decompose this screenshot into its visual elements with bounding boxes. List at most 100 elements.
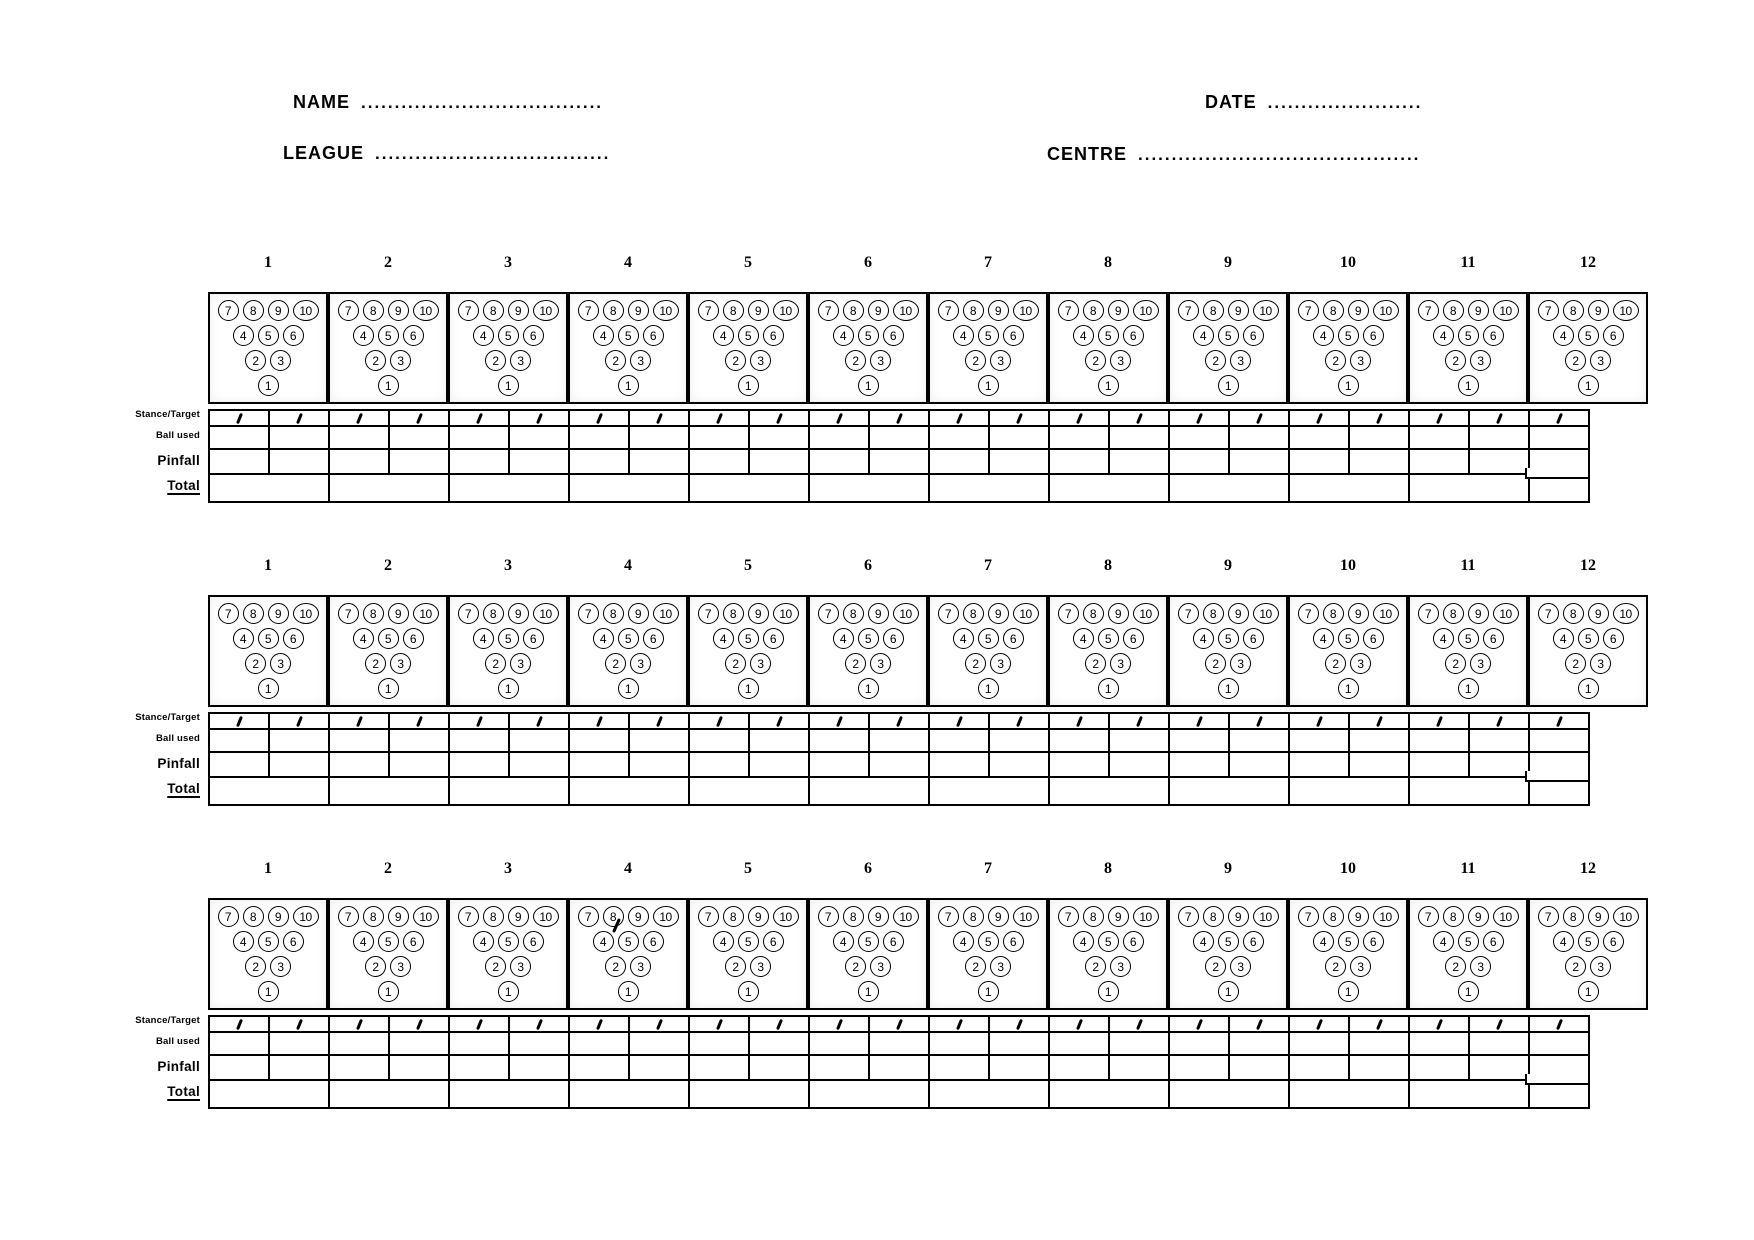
ball-used-cell[interactable]: [1228, 425, 1290, 450]
total-cell[interactable]: [928, 473, 1050, 503]
pinfall-cell[interactable]: [328, 751, 390, 778]
stance-target-cell[interactable]: [868, 712, 930, 730]
pinfall-cell[interactable]: [268, 751, 330, 778]
pinfall-cell[interactable]: [688, 1054, 750, 1081]
stance-target-cell[interactable]: [328, 1015, 390, 1033]
stance-target-cell[interactable]: [688, 1015, 750, 1033]
pinfall-cell[interactable]: [1108, 448, 1170, 475]
ball-used-cell[interactable]: [448, 1031, 510, 1056]
total-cell[interactable]: [688, 776, 810, 806]
stance-target-cell[interactable]: [208, 1015, 270, 1033]
pinfall-cell[interactable]: [328, 448, 390, 475]
total-cell[interactable]: [1168, 473, 1290, 503]
ball-used-cell[interactable]: [268, 1031, 330, 1056]
ball-used-cell[interactable]: [1528, 425, 1590, 450]
stance-target-cell[interactable]: [568, 409, 630, 427]
ball-used-cell[interactable]: [1348, 1031, 1410, 1056]
total-cell[interactable]: [568, 473, 690, 503]
ball-used-cell[interactable]: [1288, 425, 1350, 450]
ball-used-cell[interactable]: [1108, 728, 1170, 753]
total-cell[interactable]: [1288, 473, 1410, 503]
pinfall-cell[interactable]: [1468, 751, 1530, 778]
ball-used-cell[interactable]: [1108, 1031, 1170, 1056]
stance-target-cell[interactable]: [268, 1015, 330, 1033]
ball-used-cell[interactable]: [688, 425, 750, 450]
stance-target-cell[interactable]: [1348, 1015, 1410, 1033]
ball-used-cell[interactable]: [1468, 728, 1530, 753]
ball-used-cell[interactable]: [808, 425, 870, 450]
ball-used-cell[interactable]: [388, 1031, 450, 1056]
ball-used-cell[interactable]: [1168, 425, 1230, 450]
ball-used-cell[interactable]: [1288, 1031, 1350, 1056]
total-cell[interactable]: [208, 1079, 330, 1109]
stance-target-cell[interactable]: [268, 712, 330, 730]
pinfall-cell[interactable]: [208, 1054, 270, 1081]
stance-target-cell[interactable]: [988, 409, 1050, 427]
stance-target-cell[interactable]: [1108, 409, 1170, 427]
pinfall-cell[interactable]: [868, 448, 930, 475]
pinfall-cell[interactable]: [1168, 751, 1230, 778]
stance-target-cell[interactable]: [1468, 409, 1530, 427]
stance-target-cell[interactable]: [868, 1015, 930, 1033]
ball-used-cell[interactable]: [568, 1031, 630, 1056]
pinfall-cell[interactable]: [568, 751, 630, 778]
total-cell[interactable]: [448, 473, 570, 503]
pinfall-cell[interactable]: [1108, 1054, 1170, 1081]
ball-used-cell[interactable]: [1228, 1031, 1290, 1056]
stance-target-cell[interactable]: [1528, 1015, 1590, 1033]
pinfall-cell[interactable]: [1408, 448, 1470, 475]
centre-fill-line[interactable]: ........................................…: [1138, 145, 1421, 164]
pinfall-cell[interactable]: [628, 448, 690, 475]
pinfall-cell[interactable]: [808, 448, 870, 475]
ball-used-cell[interactable]: [1528, 728, 1590, 753]
ball-used-cell[interactable]: [808, 728, 870, 753]
total-cell[interactable]: [1048, 776, 1170, 806]
ball-used-cell[interactable]: [448, 425, 510, 450]
ball-used-cell[interactable]: [928, 728, 990, 753]
stance-target-cell[interactable]: [448, 409, 510, 427]
stance-target-cell[interactable]: [808, 1015, 870, 1033]
ball-used-cell[interactable]: [268, 425, 330, 450]
total-cell[interactable]: [1408, 776, 1530, 806]
pinfall-cell[interactable]: [268, 448, 330, 475]
total-cell[interactable]: [1168, 1079, 1290, 1109]
ball-used-cell[interactable]: [328, 728, 390, 753]
pinfall-cell[interactable]: [1408, 1054, 1470, 1081]
pinfall-cell[interactable]: [1468, 448, 1530, 475]
ball-used-cell[interactable]: [328, 425, 390, 450]
total-cell[interactable]: [1048, 1079, 1170, 1109]
pinfall-cell[interactable]: [208, 751, 270, 778]
stance-target-cell[interactable]: [448, 712, 510, 730]
stance-target-cell[interactable]: [1468, 712, 1530, 730]
stance-target-cell[interactable]: [1228, 712, 1290, 730]
ball-used-cell[interactable]: [808, 1031, 870, 1056]
stance-target-cell[interactable]: [808, 712, 870, 730]
stance-target-cell[interactable]: [1168, 712, 1230, 730]
total-cell[interactable]: [1168, 776, 1290, 806]
ball-used-cell[interactable]: [1048, 728, 1110, 753]
total-cell[interactable]: [568, 776, 690, 806]
stance-target-cell[interactable]: [628, 712, 690, 730]
ball-used-cell[interactable]: [1468, 1031, 1530, 1056]
ball-used-cell[interactable]: [1528, 1031, 1590, 1056]
pinfall-cell[interactable]: [448, 1054, 510, 1081]
stance-target-cell[interactable]: [1348, 409, 1410, 427]
stance-target-cell[interactable]: [1408, 409, 1470, 427]
pinfall-cell[interactable]: [1468, 1054, 1530, 1081]
ball-used-cell[interactable]: [508, 1031, 570, 1056]
ball-used-cell[interactable]: [628, 1031, 690, 1056]
pinfall-cell[interactable]: [1048, 448, 1110, 475]
total-cell[interactable]: [328, 776, 450, 806]
pinfall-cell[interactable]: [388, 448, 450, 475]
ball-used-cell[interactable]: [1228, 728, 1290, 753]
total-cell[interactable]: [1288, 776, 1410, 806]
pinfall-cell[interactable]: [988, 751, 1050, 778]
pinfall-cell[interactable]: [388, 751, 450, 778]
pinfall-cell[interactable]: [1108, 751, 1170, 778]
ball-used-cell[interactable]: [868, 425, 930, 450]
total-cell[interactable]: [208, 473, 330, 503]
total-cell[interactable]: [328, 473, 450, 503]
total-cell[interactable]: [928, 1079, 1050, 1109]
pinfall-cell[interactable]: [628, 1054, 690, 1081]
stance-target-cell[interactable]: [988, 712, 1050, 730]
